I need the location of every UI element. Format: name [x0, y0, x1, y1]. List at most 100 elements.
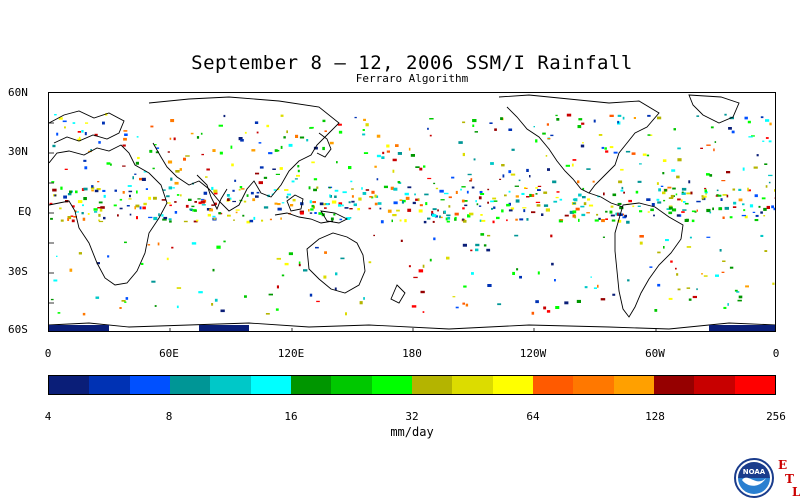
rain-cell: [227, 198, 230, 201]
rain-cell: [613, 151, 618, 154]
rain-cell: [56, 132, 59, 136]
rain-cell: [381, 156, 385, 159]
coast-japan: [316, 132, 332, 158]
rain-cell: [298, 261, 301, 265]
rain-cell: [475, 248, 479, 252]
rain-cell: [559, 198, 563, 201]
rain-cell: [211, 303, 214, 306]
rain-cell: [362, 133, 366, 136]
rain-cell: [588, 204, 594, 207]
rain-cell: [768, 140, 772, 143]
rain-cell: [137, 156, 140, 160]
rain-cell: [336, 161, 338, 164]
rain-cell: [454, 217, 457, 221]
rain-cell: [331, 200, 337, 204]
rain-cell: [578, 193, 582, 197]
rain-cell: [480, 233, 485, 236]
rain-cell: [139, 177, 143, 181]
colorbar-cell: [49, 376, 90, 394]
rain-cell: [480, 214, 483, 216]
colorbar-cell: [371, 376, 412, 394]
rain-cell: [581, 213, 586, 217]
colorbar-cell: [210, 376, 251, 394]
rain-cell: [84, 166, 88, 170]
rain-cell: [306, 139, 309, 142]
rain-cell: [551, 262, 554, 266]
rain-cell: [351, 188, 354, 190]
rain-cell: [617, 114, 622, 117]
rain-cell: [275, 308, 279, 311]
rain-cell: [593, 119, 596, 123]
rain-cell: [376, 154, 381, 158]
rain-cell: [329, 194, 331, 197]
rain-cell: [443, 210, 446, 214]
rain-cell: [399, 199, 403, 201]
rain-cell: [713, 148, 715, 152]
rain-cell: [620, 189, 624, 192]
rain-cell: [742, 167, 745, 171]
rain-cell: [189, 208, 193, 211]
rain-cell: [686, 246, 692, 248]
rain-cell: [326, 203, 329, 206]
rain-cell: [662, 159, 667, 162]
rain-cell: [594, 219, 599, 222]
rain-cell: [522, 207, 527, 209]
rain-cell: [254, 121, 259, 124]
rain-cell: [414, 193, 416, 196]
rain-cell: [691, 219, 695, 223]
rain-cell: [727, 303, 729, 306]
rain-cell: [338, 130, 343, 134]
rain-cell: [478, 205, 482, 207]
rain-cell: [603, 192, 605, 196]
rain-cell: [284, 262, 289, 266]
rain-cell: [84, 132, 87, 136]
rain-cell: [462, 121, 466, 124]
rain-cell: [493, 200, 498, 202]
rain-cell: [479, 191, 483, 194]
rain-cell: [519, 275, 522, 279]
rain-cell: [609, 146, 614, 149]
noaa-logo-icon: NOAA: [734, 458, 774, 498]
coast-africa: [49, 144, 168, 286]
lon-label-0-right: 0: [772, 347, 780, 360]
rain-cell: [472, 119, 477, 123]
rain-cell: [239, 186, 243, 189]
rain-cell: [50, 298, 54, 301]
rain-cell: [462, 218, 464, 221]
rain-cell: [87, 213, 90, 215]
rain-cell: [511, 148, 515, 151]
colorbar-cell: [653, 376, 695, 394]
rain-cell: [169, 204, 172, 207]
rain-cell: [233, 219, 235, 221]
rain-cell: [609, 114, 614, 117]
rain-cell: [69, 190, 72, 194]
rain-cell: [183, 157, 186, 161]
rain-cell: [216, 245, 221, 249]
rain-cell: [446, 220, 450, 223]
rain-cell: [502, 174, 505, 178]
rain-cell: [677, 288, 681, 291]
rain-cell: [729, 266, 734, 269]
rain-cell: [419, 204, 423, 207]
rain-cell: [296, 174, 300, 177]
rain-cell: [288, 252, 293, 256]
rain-cell: [376, 134, 381, 138]
rain-cell: [673, 128, 676, 131]
rain-cell: [683, 201, 686, 203]
rain-cell: [435, 187, 439, 190]
rain-cell: [98, 201, 103, 204]
rain-cell: [763, 215, 766, 217]
rain-cell: [167, 160, 173, 164]
rain-cell: [686, 192, 691, 195]
rain-cell: [143, 202, 147, 206]
rain-cell: [123, 137, 127, 141]
rain-cell: [166, 195, 170, 198]
colorbar-cell: [129, 376, 170, 394]
rain-cell: [348, 166, 352, 170]
rain-cell: [475, 243, 480, 247]
colorbar-cell: [573, 376, 614, 394]
rain-cell: [371, 190, 375, 194]
rain-cell: [668, 297, 673, 300]
rain-cell: [64, 168, 68, 170]
rain-cell: [407, 186, 412, 189]
